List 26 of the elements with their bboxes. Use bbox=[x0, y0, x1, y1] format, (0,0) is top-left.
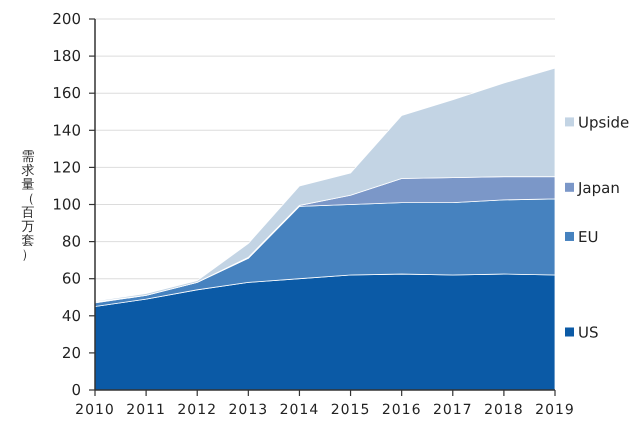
legend-label: US bbox=[578, 323, 599, 342]
x-tick-label: 2015 bbox=[330, 402, 370, 418]
y-tick-label: 0 bbox=[71, 381, 81, 399]
y-tick-label: 60 bbox=[62, 270, 81, 288]
y-tick-label: 80 bbox=[62, 232, 81, 251]
x-tick-label: 2016 bbox=[382, 402, 422, 418]
y-tick-label: 40 bbox=[62, 306, 81, 325]
legend-label: EU bbox=[578, 228, 598, 246]
x-tick-label: 2014 bbox=[280, 402, 320, 418]
legend-label: Upside bbox=[578, 113, 630, 132]
x-tick-label: 2012 bbox=[177, 402, 218, 418]
x-tick-label: 2018 bbox=[484, 402, 524, 418]
y-tick-label: 20 bbox=[62, 344, 81, 362]
x-tick-label: 2017 bbox=[432, 402, 473, 418]
y-tick-label: 160 bbox=[52, 84, 81, 102]
x-tick-label: 2019 bbox=[535, 402, 575, 418]
y-tick-label: 100 bbox=[52, 196, 81, 214]
x-tick-label: 2010 bbox=[75, 402, 115, 418]
legend-label: Japan bbox=[577, 178, 620, 197]
y-tick-label: 120 bbox=[52, 158, 81, 176]
x-tick-label: 2011 bbox=[126, 402, 166, 418]
y-tick-label: 140 bbox=[52, 121, 81, 140]
y-tick-label: 180 bbox=[52, 47, 81, 66]
y-axis-title: 需求量（百万套） bbox=[22, 150, 34, 262]
x-tick-label: 2013 bbox=[228, 402, 268, 418]
y-tick-label: 200 bbox=[52, 10, 81, 28]
